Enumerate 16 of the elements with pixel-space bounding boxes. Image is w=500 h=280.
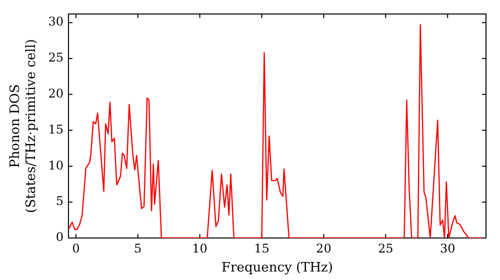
x-tick-label: 20 xyxy=(316,241,332,256)
x-tick-label: 25 xyxy=(378,241,394,256)
y-tick-label: 25 xyxy=(48,50,64,65)
y-tick-label: 20 xyxy=(48,86,64,101)
y-tick-label: 5 xyxy=(56,194,64,208)
x-tick-label: 15 xyxy=(254,241,270,256)
y-tick-label: 0 xyxy=(56,230,64,244)
y-tick-label: 30 xyxy=(48,14,64,29)
y-tick-label: 10 xyxy=(48,158,64,172)
x-tick-label: 10 xyxy=(192,241,208,256)
x-tick-label: 5 xyxy=(134,241,142,256)
x-tick-label: 0 xyxy=(72,241,80,256)
x-axis-title: Frequency (THz) xyxy=(222,260,333,276)
y-tick-label: 15 xyxy=(48,122,64,136)
x-tick-label: 30 xyxy=(440,241,456,256)
y-axis-title: Phonon DOS (States/THz·primitive cell) xyxy=(8,38,39,214)
